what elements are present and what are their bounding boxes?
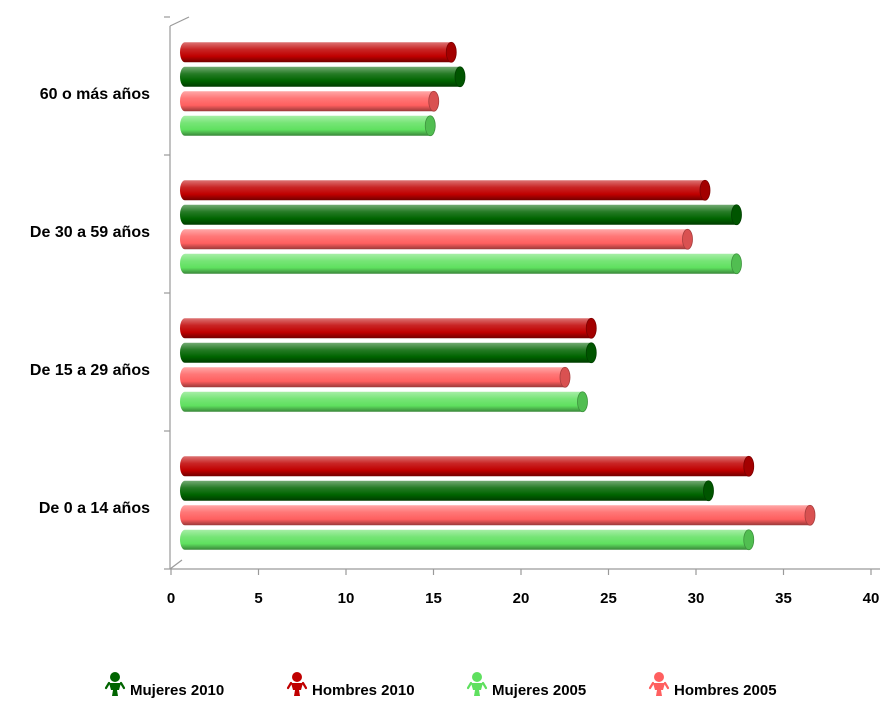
person-icon [466,672,488,696]
category-label: 60 o más años [40,86,150,103]
legend-label: Hombres 2005 [674,682,777,699]
x-tick-label: 40 [863,590,880,607]
chart-bars [180,41,816,551]
bar-mujeres-2010-de-15-a-29-anos [180,342,597,364]
person-icon [286,672,308,696]
bar-hombres-2010-de-0-a-14-anos [180,455,755,477]
bar-mujeres-2010-60-o-mas-anos [180,66,466,88]
x-tick-label: 15 [425,590,442,607]
bar-mujeres-2010-de-0-a-14-anos [180,480,714,502]
category-label: De 30 a 59 años [30,224,150,241]
person-icon [648,672,670,696]
legend-item-hombres-2010: Hombres 2010 [286,672,415,699]
x-tick-labels: 0 5 10 15 20 25 30 35 40 [167,590,880,607]
category-label: De 0 a 14 años [39,500,150,517]
legend-label: Mujeres 2010 [130,682,224,699]
bar-mujeres-2005-60-o-mas-anos [180,115,436,137]
bar-hombres-2010-60-o-mas-anos [180,41,457,63]
y-axis-depth-line [169,16,190,27]
x-tick-label: 35 [775,590,792,607]
x-tick-label: 10 [338,590,355,607]
bar-mujeres-2005-de-15-a-29-anos [180,391,588,413]
legend-item-mujeres-2010: Mujeres 2010 [104,672,224,699]
x-tick-label: 30 [688,590,705,607]
bar-mujeres-2005-de-30-a-59-anos [180,253,742,275]
category-label: De 15 a 29 años [30,362,150,379]
x-tick-label: 20 [513,590,530,607]
bar-hombres-2005-de-30-a-59-anos [180,228,693,250]
chart-legend: Mujeres 2010 Hombres 2010 Mujeres 2005 Homb… [104,672,777,699]
bar-mujeres-2010-de-30-a-59-anos [180,204,742,226]
floor-depth-line [169,559,183,570]
bar-hombres-2005-60-o-mas-anos [180,90,440,112]
bar-hombres-2005-de-15-a-29-anos [180,366,571,388]
bar-hombres-2005-de-0-a-14-anos [180,504,816,526]
person-icon [104,672,126,696]
legend-label: Hombres 2010 [312,682,415,699]
x-tick-label: 25 [600,590,617,607]
chart-axes [164,16,880,575]
legend-item-mujeres-2005: Mujeres 2005 [466,672,586,699]
x-tick-label: 0 [167,590,175,607]
category-labels: 60 o más años De 30 a 59 años De 15 a 29 a… [30,86,150,517]
x-tick-label: 5 [254,590,262,607]
bar-hombres-2010-de-30-a-59-anos [180,179,711,201]
bar-hombres-2010-de-15-a-29-anos [180,317,597,339]
legend-label: Mujeres 2005 [492,682,586,699]
bar-mujeres-2005-de-0-a-14-anos [180,529,755,551]
legend-item-hombres-2005: Hombres 2005 [648,672,777,699]
